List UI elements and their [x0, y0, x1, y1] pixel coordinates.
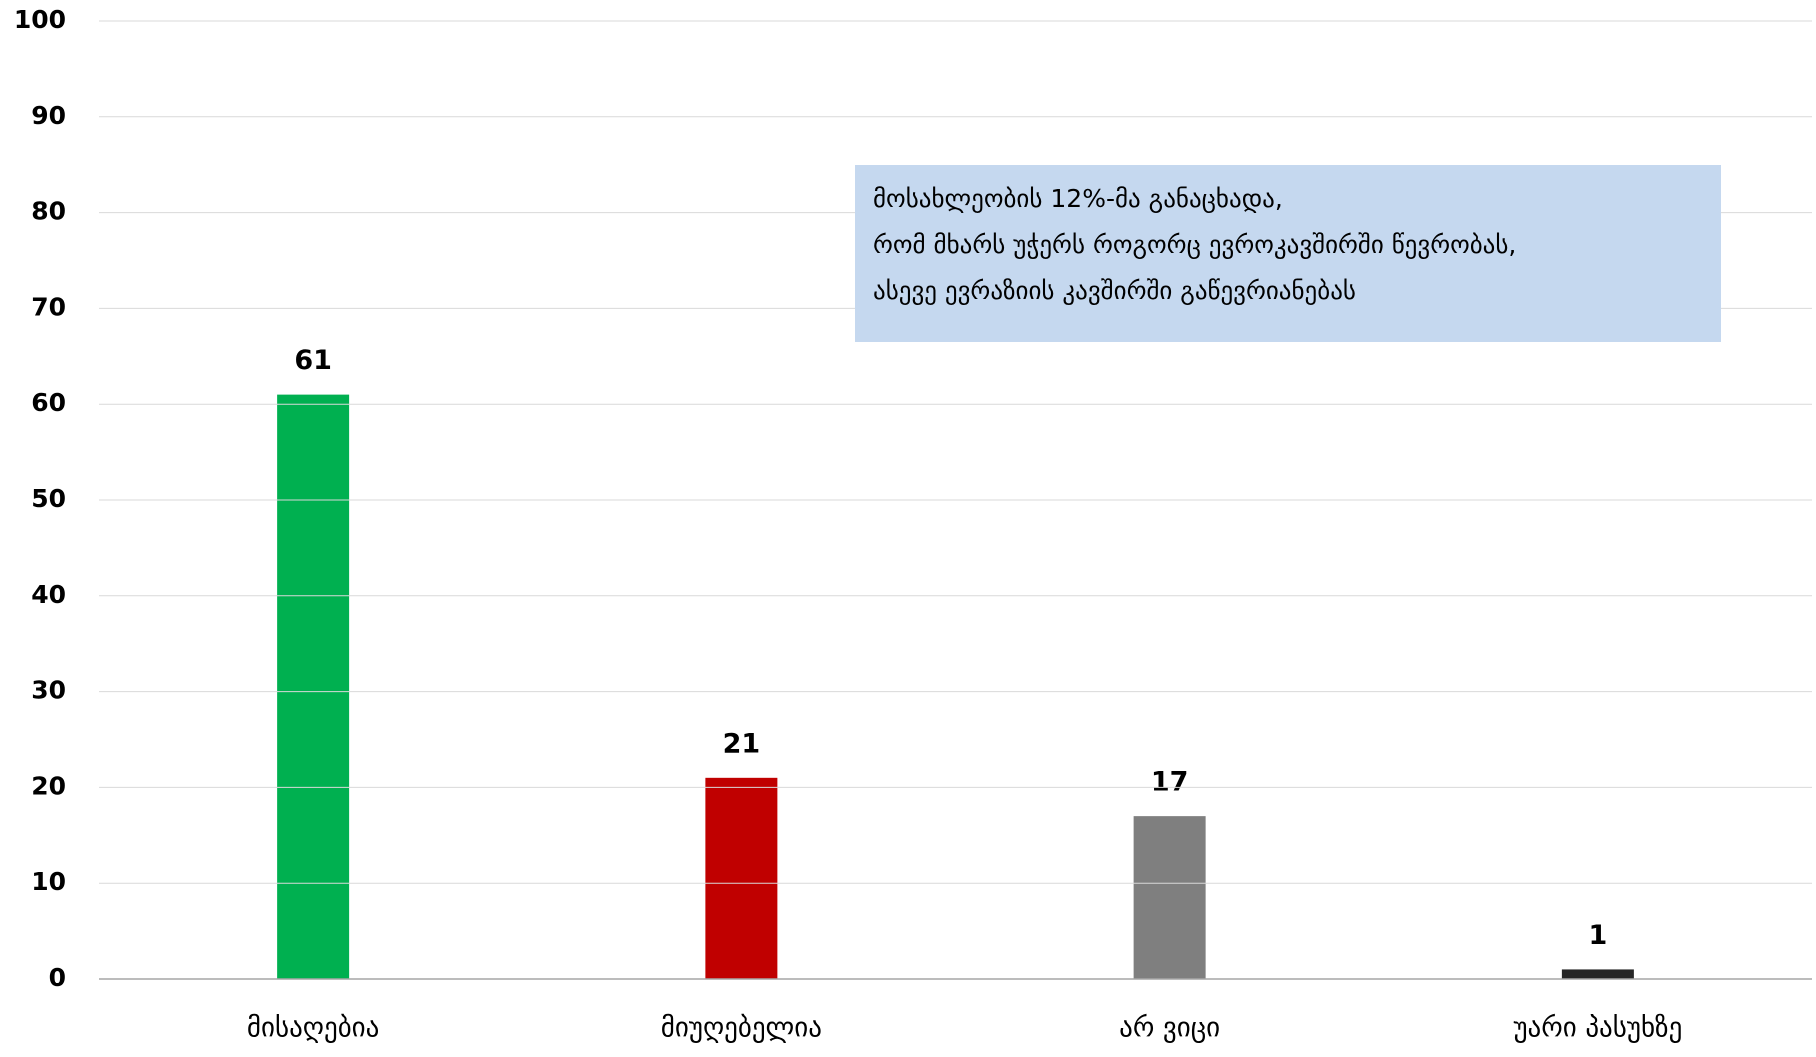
y-tick-label: 90 — [31, 101, 66, 130]
y-tick-label: 100 — [14, 5, 66, 34]
y-tick-label: 10 — [31, 867, 66, 896]
x-tick-label: მისაღებია — [247, 1013, 380, 1044]
y-tick-label: 0 — [49, 963, 66, 992]
annotation-line: რომ მხარს უჭერს როგორც ევროკავშირში წევრ… — [873, 230, 1516, 259]
y-tick-label: 50 — [31, 484, 66, 513]
bar — [277, 394, 350, 979]
value-label: 1 — [1588, 920, 1607, 951]
annotation-line: მოსახლეობის 12%-მა განაცხადა, — [873, 184, 1283, 213]
value-label: 17 — [1151, 767, 1189, 798]
y-tick-label: 30 — [31, 676, 66, 705]
value-label: 61 — [294, 345, 332, 376]
y-tick-label: 60 — [31, 388, 66, 417]
y-tick-label: 40 — [31, 580, 66, 609]
bar — [1561, 969, 1634, 979]
annotation-line: ასევე ევრაზიის კავშირში გაწევრიანებას — [873, 276, 1356, 305]
x-tick-label: მიუღებელია — [661, 1013, 822, 1044]
x-tick-label: არ ვიცი — [1119, 1013, 1220, 1044]
bar — [1133, 816, 1206, 979]
y-tick-label: 80 — [31, 197, 66, 226]
y-tick-label: 70 — [31, 292, 66, 321]
bar — [705, 777, 778, 979]
y-tick-label: 20 — [31, 771, 66, 800]
x-tick-label: უარი პასუხზე — [1513, 1013, 1682, 1044]
value-label: 21 — [723, 728, 761, 759]
annotation-box — [855, 165, 1721, 342]
